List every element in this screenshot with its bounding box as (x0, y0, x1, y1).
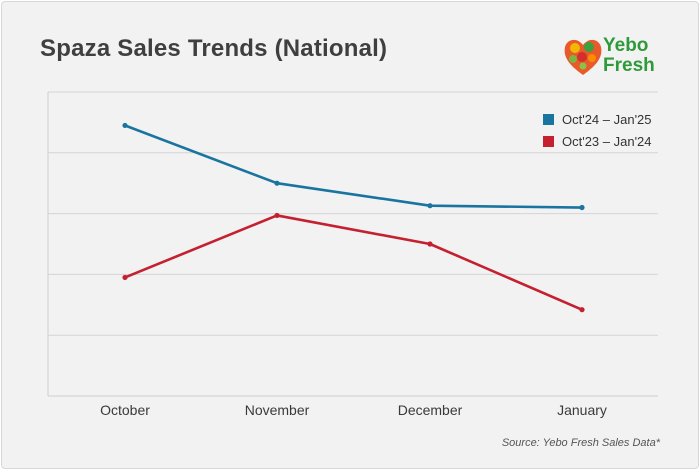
legend-label-2023: Oct'23 – Jan'24 (562, 133, 652, 149)
legend-item-2024: Oct'24 – Jan'25 (543, 108, 652, 130)
legend: Oct'24 – Jan'25 Oct'23 – Jan'24 (543, 108, 652, 152)
heart-produce-icon (564, 39, 602, 75)
x-tick-label-november: November (245, 402, 310, 418)
logo-wordmark: Yebo Fresh (603, 36, 655, 76)
legend-label-2024: Oct'24 – Jan'25 (562, 111, 652, 127)
x-tick-label-october: October (100, 402, 150, 418)
data-point-1-october (122, 274, 128, 281)
data-point-0-november (274, 180, 280, 186)
legend-swatch-2023 (543, 135, 554, 147)
series-line-0 (123, 124, 584, 209)
data-point-1-december (427, 241, 433, 247)
series-line-1 (123, 214, 584, 311)
source-note: Source: Yebo Fresh Sales Data* (501, 437, 660, 449)
logo-line-1: Yebo (603, 35, 649, 56)
x-tick-label-january: January (557, 402, 607, 418)
legend-swatch-2024 (543, 113, 554, 125)
yebo-fresh-logo: Yebo Fresh (563, 35, 667, 81)
logo-line-2: Fresh (603, 55, 655, 76)
x-tick-label-december: December (398, 402, 463, 418)
data-point-0-december (427, 203, 433, 209)
data-point-1-january (579, 307, 585, 313)
data-point-1-november (274, 212, 280, 219)
data-point-0-january (579, 204, 585, 211)
data-point-0-october (122, 122, 128, 129)
legend-item-2023: Oct'23 – Jan'24 (543, 130, 652, 152)
chart-title: Spaza Sales Trends (National) (40, 35, 388, 62)
